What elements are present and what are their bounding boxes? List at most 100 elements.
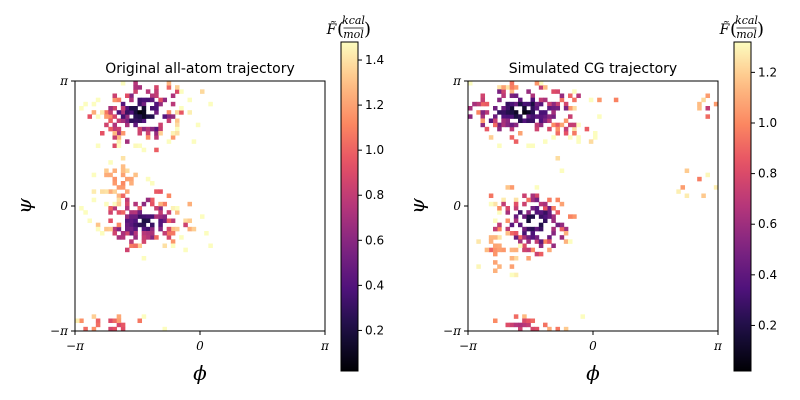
heatmap-cell: [137, 118, 143, 124]
heatmap-cell: [166, 118, 172, 124]
heatmap-cell: [501, 118, 506, 124]
heatmap-cell: [509, 122, 515, 128]
heatmap-cell: [526, 256, 531, 261]
heatmap-cell: [501, 197, 506, 203]
heatmap-cell: [572, 131, 577, 136]
heatmap-cell: [530, 247, 536, 253]
heatmap-cell: [522, 231, 527, 236]
y-tick-label: −π: [443, 324, 462, 338]
heatmap-cell: [162, 326, 168, 332]
y-tick-label: 0: [60, 199, 68, 213]
heatmap-cell: [195, 122, 201, 128]
colorbar-tick-label: 0.2: [365, 323, 384, 337]
heatmap-cell: [158, 226, 163, 232]
heatmap-cell: [518, 131, 523, 136]
heatmap-cell: [175, 126, 180, 132]
heatmap-cell: [141, 110, 147, 115]
heatmap-cell: [713, 101, 719, 107]
heatmap-cell: [534, 193, 540, 199]
heatmap-cell: [150, 222, 155, 228]
heatmap-cell: [150, 114, 155, 119]
heatmap-cell: [154, 135, 159, 140]
heatmap-cell: [100, 189, 105, 194]
heatmap-cell: [108, 160, 113, 165]
heatmap-cell: [526, 110, 531, 115]
heatmap-cell: [158, 218, 163, 224]
heatmap-cell: [547, 106, 552, 111]
heatmap-cell: [112, 231, 118, 236]
heatmap-cell: [133, 106, 138, 111]
heatmap-cell: [162, 218, 168, 224]
heatmap-cell: [170, 93, 176, 99]
heatmap-cell: [501, 106, 506, 111]
heatmap-cell: [150, 126, 155, 132]
heatmap-cell: [538, 239, 544, 244]
heatmap-cell: [526, 114, 531, 119]
heatmap-cell: [518, 114, 523, 119]
heatmap-cell: [497, 210, 502, 215]
heatmap-cell: [559, 93, 565, 99]
heatmap-cell: [563, 239, 569, 244]
heatmap-cell: [526, 322, 531, 328]
heatmap-cell: [120, 118, 126, 124]
heatmap-cell: [120, 231, 126, 236]
heatmap-cell: [141, 231, 147, 236]
heatmap-cell: [513, 101, 519, 107]
heatmap-cell: [120, 235, 126, 240]
heatmap-cell: [568, 135, 573, 140]
x-tick-label: −π: [459, 339, 478, 353]
heatmap-cell: [518, 235, 523, 240]
heatmap-cell: [530, 93, 536, 99]
heatmap-cell: [543, 322, 548, 328]
heatmap-cell: [125, 114, 130, 119]
heatmap-cell: [108, 110, 113, 115]
heatmap-cell: [555, 126, 561, 132]
heatmap-cell: [137, 85, 143, 90]
heatmap-cell: [559, 226, 565, 232]
heatmap-cell: [116, 322, 122, 328]
heatmap-cell: [538, 251, 544, 257]
heatmap-cell: [509, 93, 515, 99]
heatmap-cell: [526, 214, 531, 219]
heatmap-cell: [572, 97, 577, 103]
heatmap-cell: [137, 131, 143, 136]
heatmap-cell: [166, 193, 172, 199]
heatmap-cell: [125, 206, 130, 211]
heatmap-cell: [129, 110, 134, 115]
heatmap-cell: [543, 97, 548, 103]
heatmap-cell: [112, 126, 118, 132]
heatmap-cell: [145, 197, 151, 203]
heatmap-cell: [100, 231, 105, 236]
heatmap-cell: [179, 89, 184, 94]
heatmap-cell: [522, 322, 527, 328]
heatmap-cell: [568, 114, 573, 119]
heatmap-cell: [120, 181, 126, 186]
heatmap-cell: [170, 226, 176, 232]
heatmap-cell: [141, 106, 147, 111]
heatmap-cell: [129, 231, 134, 236]
colorbar-gradient: [733, 41, 752, 372]
heatmap-cell: [137, 110, 143, 115]
heatmap-cell: [526, 197, 531, 203]
heatmap-cell: [133, 210, 138, 215]
heatmap-cell: [116, 110, 122, 115]
heatmap-cell: [509, 231, 515, 236]
heatmap-cell: [551, 114, 556, 119]
heatmap-cell: [480, 114, 486, 119]
heatmap-cell: [108, 318, 113, 324]
heatmap-cell: [150, 214, 155, 219]
x-tick-label: π: [320, 339, 330, 353]
heatmap-cell: [572, 89, 577, 94]
heatmap-cell: [91, 326, 97, 332]
heatmap-cell: [522, 201, 527, 207]
heatmap-cell: [120, 164, 126, 169]
heatmap-cell: [158, 122, 163, 128]
colorbar-label-numerator: kcal: [735, 14, 758, 27]
heatmap-cell: [534, 185, 540, 190]
heatmap-cell: [534, 210, 540, 215]
heatmap-cell: [543, 218, 548, 224]
y-axis-label: ψ: [12, 198, 36, 214]
colorbar-tick-label: 0.2: [758, 318, 777, 332]
heatmap-cell: [530, 118, 536, 124]
heatmap-cell: [129, 214, 134, 219]
